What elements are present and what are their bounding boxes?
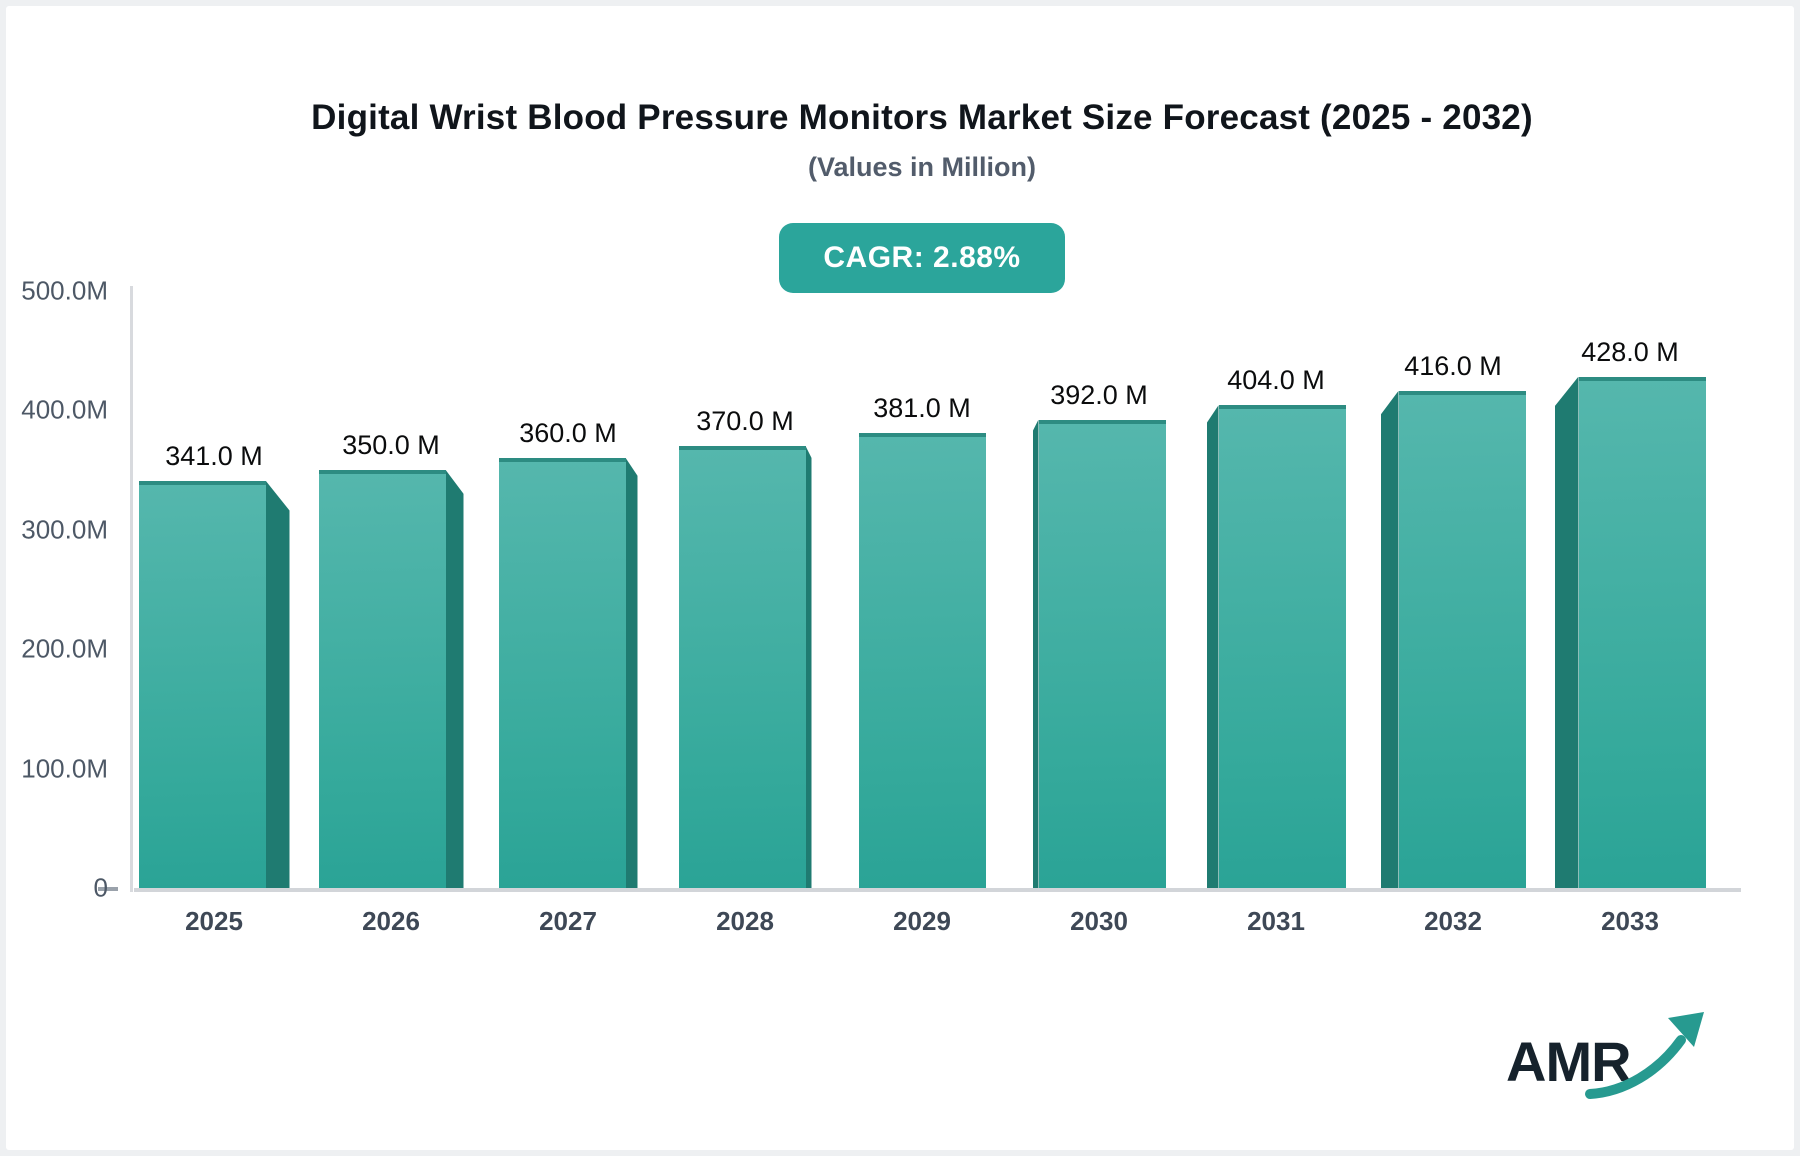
amr-logo: AMR	[1506, 1012, 1706, 1102]
y-tick-label: 300.0M	[21, 514, 108, 544]
y-tick-label: 200.0M	[21, 633, 108, 664]
growth-arrow-icon	[1585, 1012, 1704, 1099]
bar-value-label: 360.0 M	[519, 417, 617, 448]
bar	[318, 469, 446, 888]
bar	[1578, 376, 1706, 888]
cagr-badge: CAGR: 2.88%	[779, 223, 1065, 293]
bar	[498, 457, 626, 888]
bar-value-label: 428.0 M	[1581, 336, 1679, 367]
bar-value-label: 341.0 M	[165, 440, 263, 471]
bar	[678, 445, 806, 888]
x-tick-label: 2032	[1424, 906, 1482, 936]
bar-value-label: 350.0 M	[342, 429, 440, 460]
bar-3d-side	[805, 445, 812, 888]
bar	[1038, 419, 1166, 888]
bar-3d-side	[1206, 405, 1219, 888]
y-tick-label: 0	[93, 872, 108, 903]
x-tick-label: 2033	[1601, 906, 1659, 936]
y-axis-line	[130, 286, 133, 892]
y-tick-label: 400.0M	[21, 394, 108, 425]
y-tick-label: 500.0M	[21, 275, 108, 305]
bar-value-label: 381.0 M	[873, 392, 971, 423]
bar-3d-side	[1032, 419, 1039, 888]
x-axis-baseline	[134, 888, 1741, 892]
bar	[1218, 405, 1346, 888]
x-tick-label: 2029	[893, 906, 951, 936]
bar	[138, 480, 266, 888]
chart-subtitle: (Values in Million)	[807, 152, 1037, 182]
zero-tick-mark	[98, 887, 118, 891]
bar-chart-area: 500.0M 400.0M 300.0M 200.0M 100.0M 0 341.0 M 20…	[6, 6, 1794, 1150]
bar-3d-side	[1554, 376, 1579, 888]
x-tick-label: 2026	[362, 906, 420, 936]
x-tick-label: 2030	[1070, 906, 1128, 936]
bar-3d-side	[445, 469, 464, 888]
bar-3d-side	[265, 480, 290, 888]
x-tick-label: 2025	[185, 906, 243, 936]
y-tick-label: 100.0M	[21, 753, 108, 783]
amr-logo-text: AMR	[1506, 1030, 1632, 1093]
x-tick-label: 2027	[539, 906, 597, 936]
bar-3d-side	[625, 457, 638, 888]
bar-value-label: 416.0 M	[1404, 350, 1502, 381]
bar-value-label: 370.0 M	[696, 405, 794, 436]
bar	[1398, 390, 1526, 888]
chart-header: Digital Wrist Blood Pressure Monitors Ma…	[28, 6, 1800, 293]
x-tick-label: 2028	[716, 906, 774, 936]
chart-title: Digital Wrist Blood Pressure Monitors Ma…	[311, 98, 1533, 137]
chart-card: Digital Wrist Blood Pressure Monitors Ma…	[6, 6, 1794, 1150]
bar-3d-side	[1380, 390, 1399, 888]
bar-value-label: 392.0 M	[1050, 379, 1148, 410]
bar	[858, 432, 986, 888]
bar-value-label: 404.0 M	[1227, 365, 1325, 396]
x-tick-label: 2031	[1247, 906, 1305, 936]
